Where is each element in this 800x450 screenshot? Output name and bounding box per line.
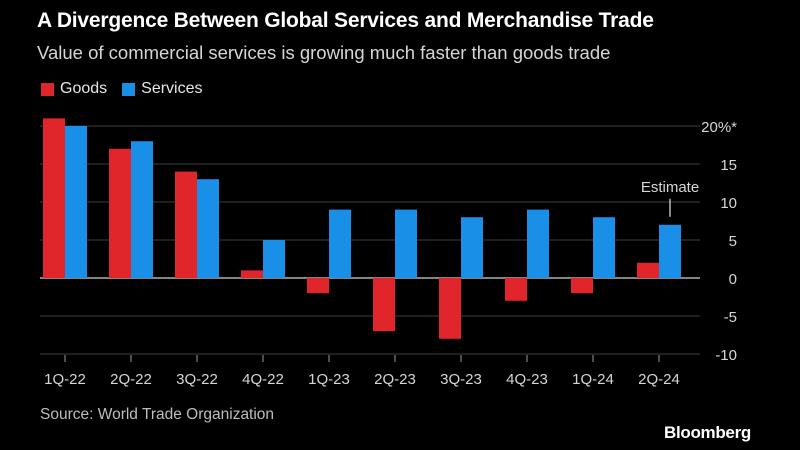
bar-goods-3q-23 [439,278,461,339]
bar-services-4q-22 [263,240,285,278]
y-tick-label: 10 [720,195,737,212]
legend-item-services: Services [122,80,203,98]
y-axis-labels: 20%* 15 10 5 0 -5 -10 [701,119,737,364]
bar-services-1q-24 [593,217,615,278]
bar-services-2q-24 [659,224,681,278]
chart-title: A Divergence Between Global Services and… [37,9,654,32]
legend-swatch-services [122,82,136,96]
x-tick-label: 4Q-23 [506,371,548,388]
chart-legend: Goods Services [41,80,218,98]
bar-goods-1q-22 [43,118,65,279]
bar-services-1q-22 [65,126,87,278]
legend-item-goods: Goods [41,80,107,98]
bar-goods-4q-22 [241,270,263,278]
legend-swatch-goods [41,82,54,96]
y-tick-label: 5 [729,233,737,250]
bar-services-1q-23 [329,209,351,278]
y-tick-label: 15 [720,157,737,174]
legend-label-services: Services [141,80,203,97]
bar-goods-2q-23 [373,278,395,332]
annotation: Estimate [641,179,699,217]
bar-goods-2q-22 [109,148,131,278]
bar-services-2q-22 [131,141,153,278]
bar-goods-1q-24 [571,278,593,294]
x-tick-label: 2Q-24 [638,371,680,388]
legend-label-goods: Goods [60,80,108,97]
bar-services-2q-23 [395,209,417,278]
x-tick-label: 1Q-22 [44,371,86,388]
x-tick-label: 1Q-23 [308,371,350,388]
bar-goods-3q-22 [175,171,197,278]
bar-services-3q-22 [197,179,219,278]
bars [43,118,681,339]
x-tick-label: 3Q-22 [176,371,218,388]
bar-services-3q-23 [461,217,483,278]
y-tick-label: 20%* [701,119,737,136]
source-note: Source: World Trade Organization [40,406,275,423]
y-tick-label: -5 [724,309,737,326]
x-tick-label: 1Q-24 [572,371,614,388]
annotation-label: Estimate [641,179,699,196]
x-tick-label: 2Q-22 [110,371,152,388]
x-axis: 1Q-22 2Q-22 3Q-22 4Q-22 1Q-23 2Q-23 3Q-23 4Q-23… [44,355,680,388]
bloomberg-logo: Bloomberg [663,423,751,442]
x-tick-label: 3Q-23 [440,371,482,388]
y-tick-label: 0 [729,271,737,288]
y-tick-label: -10 [715,347,737,364]
bar-services-4q-23 [527,209,549,278]
bar-goods-4q-23 [505,278,527,301]
x-tick-label: 4Q-22 [242,371,284,388]
x-tick-label: 2Q-23 [374,371,416,388]
bar-goods-2q-24 [637,262,659,278]
bar-goods-1q-23 [307,278,329,294]
chart-subtitle: Value of commercial services is growing … [37,42,611,63]
